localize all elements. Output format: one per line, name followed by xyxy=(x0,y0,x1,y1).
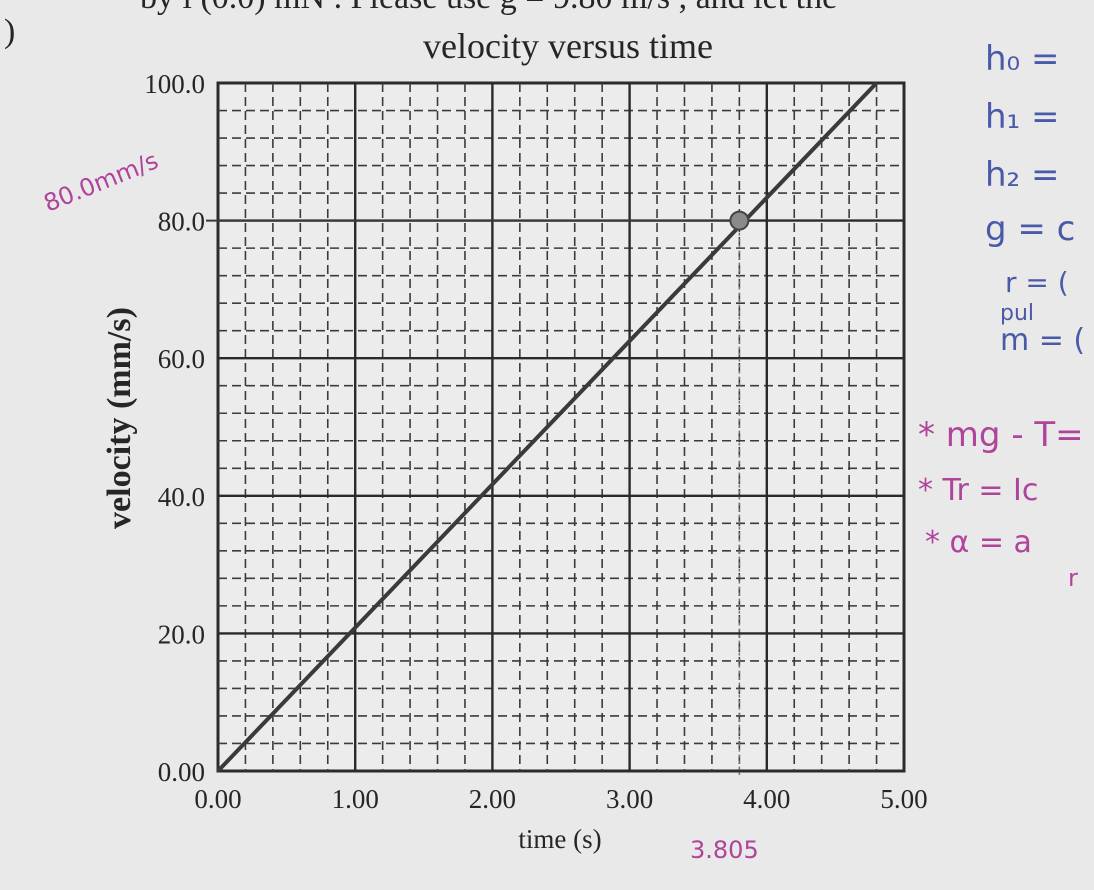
y-value-note: 80.0mm/s xyxy=(40,146,162,217)
side-note-line: r xyxy=(1068,564,1078,592)
series-line xyxy=(216,81,879,773)
x-tick-label: 5.00 xyxy=(880,784,927,814)
side-note-line: * α = a xyxy=(925,525,1032,560)
y-tick-label: 100.0 xyxy=(144,69,205,99)
x-tick-label: 4.00 xyxy=(743,784,790,814)
x-tick-label: 3.00 xyxy=(606,784,653,814)
major-grid xyxy=(218,83,904,771)
marked-point xyxy=(729,210,750,231)
x-tick-label: 0.00 xyxy=(194,784,241,814)
y-tick-label: 40.0 xyxy=(158,482,205,512)
side-note-line: h₀ = xyxy=(985,39,1059,79)
x-tick-labels: 0.00 1.00 2.00 3.00 4.00 5.00 xyxy=(194,784,927,814)
item-marker: ) xyxy=(4,13,15,50)
y-tick-label: 80.0 xyxy=(158,207,205,237)
y-tick-label: 20.0 xyxy=(158,619,205,649)
y-axis-label: velocity (mm/s) xyxy=(101,307,138,529)
plot-background xyxy=(216,81,906,773)
y-tick-labels: 0.00 20.0 40.0 60.0 80.0 100.0 xyxy=(144,69,205,787)
side-note-line: h₁ = xyxy=(985,97,1059,137)
series-layer xyxy=(206,81,879,775)
x-tick-label: 1.00 xyxy=(332,784,379,814)
y-tick-label: 0.00 xyxy=(158,757,205,787)
side-note-line: * mg - T= xyxy=(918,415,1084,455)
y-tick-label: 60.0 xyxy=(158,344,205,374)
plot-area xyxy=(216,81,906,773)
side-notes: h₀ = h₁ = h₂ = g = c r = ( pul m = ( * m… xyxy=(918,39,1085,592)
side-note-line: g = c xyxy=(985,209,1075,249)
side-note-line: pul xyxy=(1000,301,1034,326)
side-note-line: h₂ = xyxy=(985,155,1059,195)
x-value-note: 3.805 xyxy=(690,836,759,864)
x-tick-label: 2.00 xyxy=(469,784,516,814)
side-note-line: * Tr = Ic xyxy=(918,473,1038,508)
header-fragment: by l (0.0) mN . Please use g = 9.80 m/s … xyxy=(140,0,837,16)
side-note-line: r = ( xyxy=(1005,266,1069,299)
side-note-line: m = ( xyxy=(1000,323,1085,358)
x-axis-label: time (s) xyxy=(518,824,601,854)
chart-title: velocity versus time xyxy=(423,26,713,66)
